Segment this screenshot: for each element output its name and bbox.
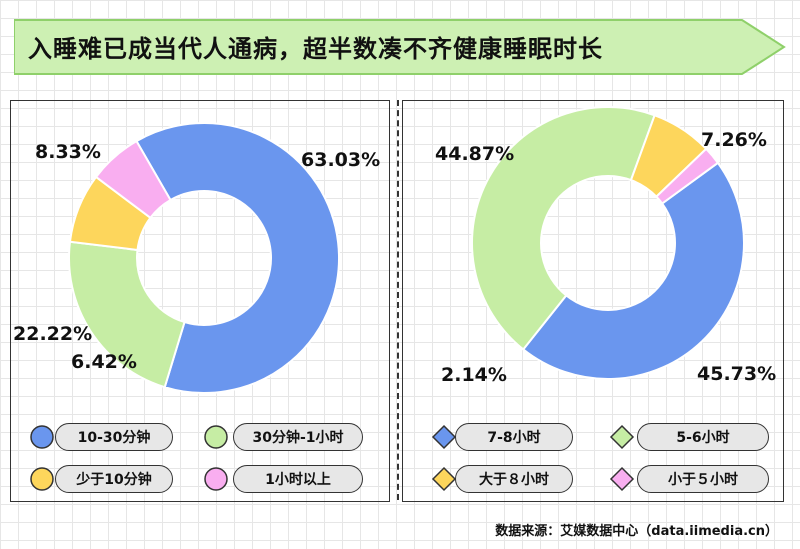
data-label-1: 45.73% <box>697 363 777 385</box>
legend-marker-1 <box>30 425 54 449</box>
slice-2 <box>471 106 656 351</box>
legend-label-4: 小于５小时 <box>637 465 769 493</box>
legend-label-3: 少于10分钟 <box>55 465 173 493</box>
right-chart-panel: 45.73% 44.87% 7.26% 2.14% 7-8小时 5-6小时大于８小时 小于５… <box>402 100 784 502</box>
slice-1 <box>521 161 745 380</box>
legend-label-3: 大于８小时 <box>455 465 573 493</box>
legend-label-1: 10-30分钟 <box>55 423 173 451</box>
slice-2 <box>68 240 186 389</box>
data-label-1: 63.03% <box>301 149 381 171</box>
left-chart-panel: 63.03% 22.22% 8.33% 6.42% 10-30分钟 30分钟-1小时少于1… <box>10 100 390 502</box>
data-label-2: 44.87% <box>435 143 515 165</box>
page-title: 入睡难已成当代人通病，超半数凑不齐健康睡眠时长 <box>28 35 603 63</box>
legend-label-4: 1小时以上 <box>233 465 363 493</box>
panel-divider <box>397 100 399 500</box>
data-label-2: 22.22% <box>13 323 93 345</box>
donut-chart-1 <box>68 122 340 394</box>
slice-1 <box>135 122 340 394</box>
legend-marker-2 <box>609 424 635 450</box>
title-banner <box>14 19 786 75</box>
legend-marker-3 <box>30 467 54 491</box>
data-label-4: 2.14% <box>441 364 507 386</box>
legend-marker-3 <box>431 466 457 492</box>
donut-chart-2 <box>471 106 745 380</box>
legend-label-2: 5-6小时 <box>637 423 769 451</box>
data-source: 数据来源：艾媒数据中心（data.iimedia.cn） <box>495 524 778 539</box>
slice-4 <box>94 139 172 220</box>
legend-marker-1 <box>431 424 457 450</box>
slice-4 <box>654 147 720 205</box>
data-label-3: 8.33% <box>35 141 101 163</box>
legend-marker-4 <box>204 467 228 491</box>
legend-label-2: 30分钟-1小时 <box>233 423 363 451</box>
data-label-4: 6.42% <box>71 351 137 373</box>
legend-marker-4 <box>609 466 635 492</box>
legend-marker-2 <box>204 425 228 449</box>
data-label-3: 7.26% <box>701 129 767 151</box>
legend-label-1: 7-8小时 <box>455 423 573 451</box>
